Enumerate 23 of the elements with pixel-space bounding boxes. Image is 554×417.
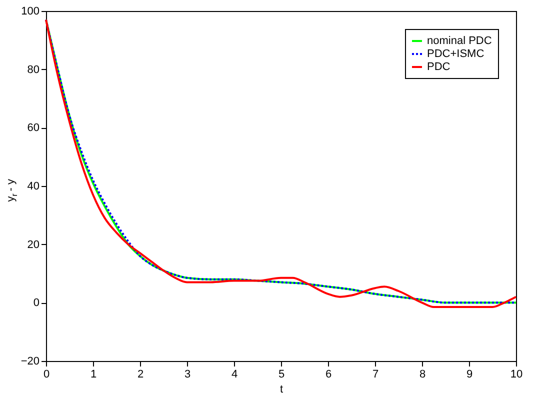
legend-label: PDC	[427, 61, 450, 73]
x-tick-label: 8	[419, 368, 426, 380]
y-tick-label: −20	[20, 356, 40, 368]
x-tick-label: 7	[372, 368, 379, 380]
y-tick-label: 0	[33, 297, 40, 310]
legend-label: PDC+ISMC	[427, 48, 484, 60]
x-tick-label: 3	[184, 368, 191, 380]
x-tick-label: 10	[510, 368, 523, 380]
x-tick-label: 2	[137, 368, 144, 380]
y-tick-label: 20	[27, 238, 40, 251]
legend-label: nominal PDC	[427, 35, 492, 47]
x-tick-label: 6	[325, 368, 332, 380]
x-tick-label: 4	[231, 368, 238, 380]
x-tick-label: 1	[90, 368, 97, 380]
x-axis-title: t	[280, 384, 284, 396]
y-tick-label: 60	[27, 122, 40, 134]
y-axis-title: yr - y	[5, 178, 19, 202]
y-tick-label: 80	[27, 64, 40, 76]
y-tick-label: 40	[27, 180, 40, 192]
y-tick-label: 100	[21, 6, 40, 18]
x-tick-label: 9	[466, 368, 473, 380]
x-tick-label: 0	[43, 368, 50, 380]
x-tick-label: 5	[278, 368, 285, 380]
